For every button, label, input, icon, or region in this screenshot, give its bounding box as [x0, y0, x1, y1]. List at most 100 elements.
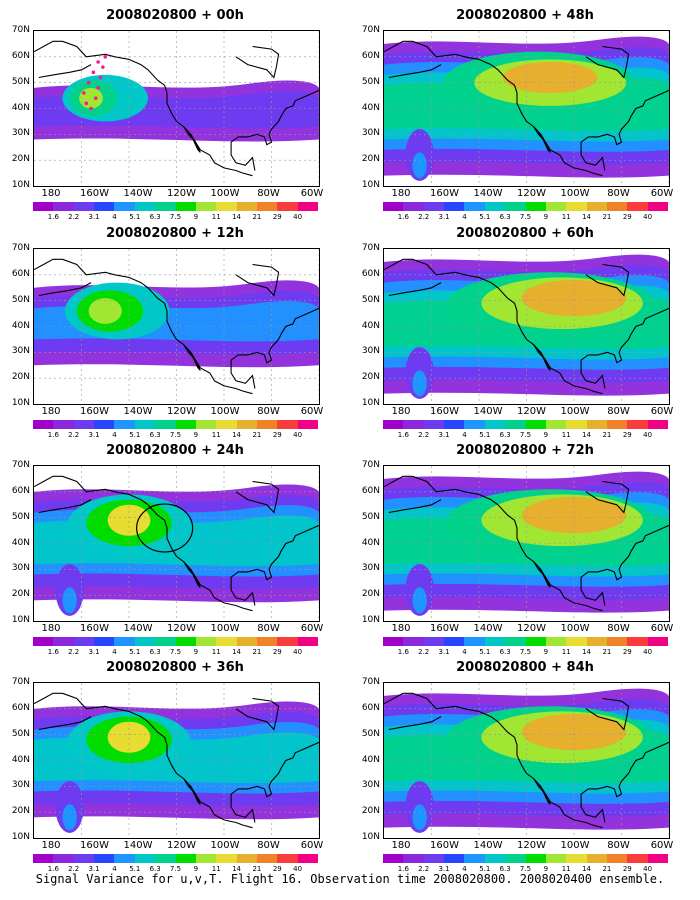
- coastline: [412, 258, 603, 395]
- colorbar: [33, 854, 319, 863]
- coastline: [235, 480, 280, 514]
- colorbar-swatch: [216, 202, 237, 211]
- colorbar-swatch: [155, 420, 176, 429]
- lat-label: 10N: [11, 398, 30, 408]
- lat-label: 20N: [11, 372, 30, 383]
- variance-field: [384, 466, 669, 621]
- colorbar-swatch: [647, 420, 669, 429]
- coastline: [585, 697, 630, 731]
- coastline: [38, 282, 92, 297]
- lon-label: 160W: [80, 406, 109, 417]
- colorbar-swatch: [134, 420, 156, 429]
- coastline: [580, 524, 669, 606]
- colorbar-swatch: [545, 854, 567, 863]
- colorbar-label: 7.5: [519, 213, 532, 221]
- lon-label: 140W: [473, 188, 503, 199]
- colorbar-swatch: [423, 637, 445, 646]
- panel-title: 2008020800 + 72h: [456, 443, 594, 458]
- colorbar-swatch: [155, 202, 176, 211]
- colorbar-label: 21: [602, 213, 612, 221]
- colorbar-label: 40: [643, 431, 653, 439]
- colorbar-swatch: [484, 637, 506, 646]
- lon-label: 180: [41, 623, 61, 634]
- lon-label: 180: [41, 840, 61, 851]
- colorbar-label: 6.3: [499, 213, 511, 221]
- colorbar-swatch: [155, 637, 176, 646]
- lat-label: 20N: [11, 154, 30, 165]
- colorbar-label: 14: [582, 648, 592, 656]
- colorbar-swatch: [297, 420, 319, 429]
- colorbar-swatch: [216, 854, 237, 863]
- lon-label: 60W: [300, 623, 324, 634]
- colorbar-label: 2.2: [418, 865, 430, 873]
- panel-title: 2008020800 + 00h: [106, 8, 244, 23]
- colorbar-swatch: [53, 420, 74, 429]
- colorbar-label: 21: [602, 648, 612, 656]
- colorbar-label: 5.1: [479, 431, 491, 439]
- lon-label: 80W: [257, 840, 280, 851]
- colorbar-label: 2.2: [68, 431, 80, 439]
- coastline: [388, 64, 442, 79]
- colorbar-label: 21: [252, 865, 262, 873]
- lat-label: 10N: [361, 832, 380, 842]
- lon-label: 180: [41, 406, 61, 417]
- colorbar-swatch: [33, 420, 54, 429]
- forecast-map: [383, 30, 670, 187]
- colorbar-swatch: [277, 637, 298, 646]
- colorbar-label: 29: [272, 431, 282, 439]
- lat-label: 30N: [11, 780, 30, 791]
- lon-label: 80W: [607, 188, 630, 199]
- lat-label: 40N: [361, 102, 380, 113]
- colorbar-swatch: [444, 854, 465, 863]
- lat-label: 20N: [11, 806, 30, 817]
- colorbar-swatch: [53, 202, 74, 211]
- lat-label: 50N: [11, 511, 30, 522]
- variance-core: [521, 280, 627, 317]
- lat-label: 70N: [11, 243, 30, 253]
- colorbar-label: 5.1: [479, 648, 491, 656]
- colorbar-swatch: [73, 637, 95, 646]
- colorbar-label: 21: [602, 431, 612, 439]
- colorbar-label: 9: [543, 648, 549, 656]
- lat-label: 60N: [361, 485, 380, 496]
- colorbar-label: 14: [582, 431, 592, 439]
- panel-title: 2008020800 + 24h: [106, 443, 244, 458]
- observation-dot: [96, 60, 100, 64]
- colorbar-swatch: [236, 854, 257, 863]
- colorbar-swatch: [627, 420, 648, 429]
- forecast-map: [33, 248, 320, 405]
- coastline: [412, 692, 603, 829]
- colorbar-swatch: [94, 637, 115, 646]
- colorbar-label: 11: [211, 648, 221, 656]
- coastline: [183, 561, 201, 588]
- colorbar: [383, 637, 669, 646]
- colorbar-swatch: [175, 637, 196, 646]
- lat-label: 10N: [11, 832, 30, 842]
- lat-label: 40N: [11, 754, 30, 765]
- variance-core: [412, 152, 427, 179]
- lon-label: 100W: [210, 623, 240, 634]
- coastline: [183, 344, 201, 371]
- colorbar-swatch: [627, 202, 648, 211]
- observation-dot: [82, 91, 86, 95]
- lat-label: 60N: [11, 702, 30, 713]
- colorbar-label: 3.1: [438, 431, 450, 439]
- coastline: [34, 258, 63, 271]
- colorbar-swatch: [647, 202, 669, 211]
- colorbar-label: 21: [602, 865, 612, 873]
- lon-label: 60W: [650, 188, 674, 199]
- colorbar-label: 4: [112, 865, 117, 873]
- lat-label: 60N: [11, 268, 30, 279]
- variance-core: [62, 804, 77, 831]
- colorbar-swatch: [403, 202, 424, 211]
- coastline: [384, 258, 413, 271]
- coastline: [235, 697, 280, 731]
- colorbar-label: 7.5: [169, 648, 182, 656]
- colorbar: [33, 202, 319, 211]
- colorbar-swatch: [277, 854, 298, 863]
- colorbar-label: 3.1: [438, 213, 450, 221]
- coastline: [388, 716, 442, 731]
- colorbar-swatch: [606, 854, 628, 863]
- colorbar-swatch: [566, 202, 587, 211]
- colorbar-swatch: [545, 202, 567, 211]
